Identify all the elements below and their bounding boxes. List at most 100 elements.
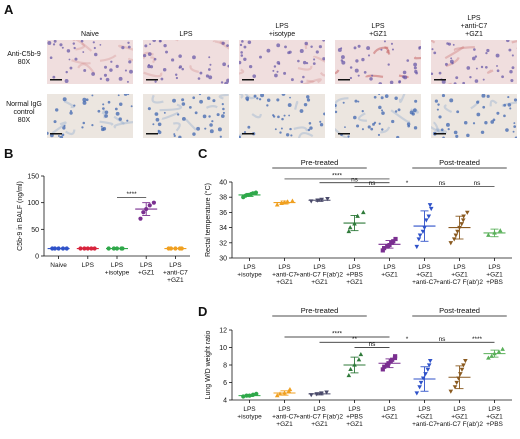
cell-nucleus xyxy=(97,109,101,113)
cell-nucleus xyxy=(239,135,241,138)
cell-nucleus xyxy=(276,98,280,102)
tissue-strand xyxy=(390,109,411,124)
group-bracket-label: Pre-treated xyxy=(301,158,339,167)
cell-nucleus xyxy=(107,100,111,104)
cell-nucleus xyxy=(391,119,395,124)
x-tick-label: LPS +GZ1 xyxy=(381,264,398,279)
column-header: LPS xyxy=(179,31,193,38)
cell-nucleus xyxy=(85,98,89,102)
scale-bar xyxy=(338,133,350,135)
cell-nucleus xyxy=(103,73,108,77)
cell-nucleus xyxy=(62,126,66,130)
tissue-strand xyxy=(239,94,244,99)
data-point xyxy=(417,233,423,238)
tissue-strand xyxy=(128,57,133,62)
cell-nucleus xyxy=(310,45,313,48)
cell-nucleus xyxy=(162,67,167,72)
cell-nucleus xyxy=(154,80,157,83)
cell-nucleus xyxy=(274,128,277,131)
tissue-strand xyxy=(413,56,421,60)
cell-nucleus xyxy=(172,98,176,103)
cell-nucleus xyxy=(394,110,398,113)
cell-nucleus xyxy=(402,70,407,75)
cell-nucleus xyxy=(381,128,384,131)
micrograph-tile xyxy=(47,40,133,84)
cell-nucleus xyxy=(208,75,213,80)
cell-nucleus xyxy=(514,136,517,138)
panel-label-c: C xyxy=(198,146,208,161)
cell-nucleus xyxy=(456,110,460,114)
cell-nucleus xyxy=(243,45,247,49)
cell-nucleus xyxy=(349,76,353,80)
tissue-strand xyxy=(298,131,314,138)
cell-nucleus xyxy=(241,40,244,43)
y-tick-label: 6 xyxy=(223,380,227,387)
panel-label-d: D xyxy=(198,304,207,319)
significance-label: ns xyxy=(369,341,377,348)
cell-nucleus xyxy=(69,111,73,115)
tissue-strand xyxy=(335,69,340,75)
scale-bar xyxy=(434,79,446,81)
cell-nucleus xyxy=(47,41,52,45)
cell-nucleus xyxy=(299,109,304,113)
tile-background xyxy=(47,40,133,84)
cell-nucleus xyxy=(202,114,207,119)
cell-nucleus xyxy=(209,129,214,134)
tissue-strand xyxy=(335,97,349,110)
cell-nucleus xyxy=(501,75,504,79)
cell-nucleus xyxy=(226,78,229,83)
significance-label: **** xyxy=(127,191,138,198)
cell-nucleus xyxy=(104,110,109,115)
cell-nucleus xyxy=(302,75,305,79)
cell-nucleus xyxy=(127,94,130,96)
cell-nucleus xyxy=(319,120,322,123)
tissue-strand xyxy=(447,82,452,84)
cell-nucleus xyxy=(511,54,514,57)
cell-nucleus xyxy=(123,94,128,96)
data-point xyxy=(393,236,398,242)
cell-nucleus xyxy=(119,102,123,107)
cell-nucleus xyxy=(451,62,454,65)
cell-nucleus xyxy=(222,62,227,67)
micrograph-tile xyxy=(335,94,421,138)
cell-nucleus xyxy=(194,111,198,115)
data-point xyxy=(347,225,353,230)
cell-nucleus xyxy=(303,102,308,107)
cell-nucleus xyxy=(68,58,71,61)
cell-nucleus xyxy=(115,111,120,116)
cell-nucleus xyxy=(403,75,408,80)
y-tick-label: 100 xyxy=(27,200,39,207)
cell-nucleus xyxy=(480,130,485,135)
cell-nucleus xyxy=(481,94,486,98)
tissue-strand xyxy=(51,121,67,135)
cell-nucleus xyxy=(441,94,446,98)
cell-nucleus xyxy=(357,100,360,103)
data-point xyxy=(460,218,466,223)
cell-nucleus xyxy=(315,50,319,54)
panel-a: A Naive LPS LPS +isotype LPS +GZ1 LPS +anti-C7 +G… xyxy=(4,2,517,138)
cell-nucleus xyxy=(102,126,107,131)
y-tick-label: 10 xyxy=(219,345,227,352)
cell-nucleus xyxy=(102,107,105,110)
cell-nucleus xyxy=(199,99,203,104)
tissue-strand xyxy=(173,122,181,132)
data-point xyxy=(486,355,491,360)
data-point xyxy=(254,391,259,396)
cell-nucleus xyxy=(94,52,98,57)
data-point xyxy=(253,190,259,195)
data-point xyxy=(147,203,152,208)
significance-label: **** xyxy=(472,336,483,343)
cell-nucleus xyxy=(353,115,357,120)
y-tick-label: 30 xyxy=(219,256,227,263)
panel-label-a: A xyxy=(4,2,14,17)
cell-nucleus xyxy=(219,135,222,138)
cell-nucleus xyxy=(287,103,292,107)
cell-nucleus xyxy=(413,62,418,67)
cell-nucleus xyxy=(66,49,71,53)
cell-nucleus xyxy=(361,109,364,113)
column-header: Naive xyxy=(81,31,99,38)
x-tick-label: LPS +GZ1 +anti-C7 F(ab')2 xyxy=(436,406,483,428)
cell-nucleus xyxy=(276,43,281,48)
